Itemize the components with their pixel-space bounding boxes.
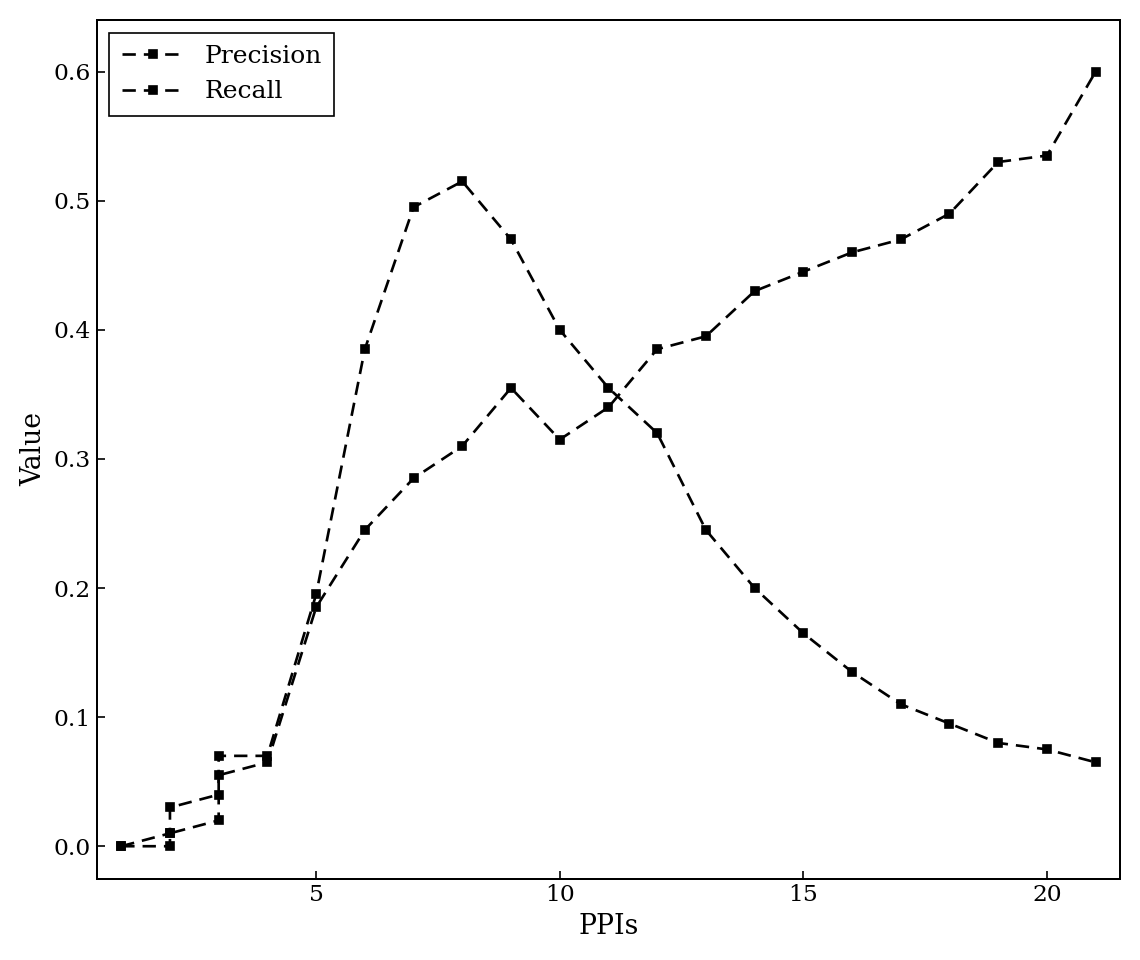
Precision [748,583,762,594]
Precision [894,699,907,710]
Precision [114,840,128,852]
Recall [1040,150,1053,161]
Recall [309,602,323,613]
Recall [650,344,663,355]
Recall [992,156,1005,168]
Recall [212,789,226,801]
Recall [602,401,616,413]
Recall [845,247,858,258]
Recall [504,382,518,394]
Precision [358,344,372,355]
Precision [943,718,956,730]
Precision [504,233,518,245]
Precision [1040,744,1053,756]
Recall [553,434,567,445]
Precision [650,427,663,439]
Recall [261,756,275,768]
Recall [456,441,470,452]
Precision [212,750,226,761]
Precision [797,628,811,639]
Precision [553,324,567,336]
Recall [894,233,907,245]
Recall [212,770,226,781]
Precision [309,588,323,600]
Recall [748,285,762,297]
Recall [163,802,177,813]
Precision [212,815,226,827]
Recall [699,330,712,342]
Recall [163,828,177,839]
Line: Precision: Precision [117,178,1099,850]
Precision [992,737,1005,749]
Precision [456,176,470,187]
Precision [163,828,177,839]
Line: Recall: Recall [117,68,1099,850]
Recall [114,840,128,852]
Precision [845,666,858,678]
Recall [407,472,421,484]
Precision [261,750,275,761]
Recall [797,266,811,277]
Precision [602,382,616,394]
Precision [407,202,421,213]
Recall [943,208,956,220]
Recall [1089,66,1102,78]
X-axis label: PPIs: PPIs [578,913,638,940]
Precision [163,840,177,852]
Recall [358,524,372,536]
Y-axis label: Value: Value [21,412,47,487]
Precision [699,524,712,536]
Legend: Precision, Recall: Precision, Recall [109,33,334,116]
Precision [1089,756,1102,768]
